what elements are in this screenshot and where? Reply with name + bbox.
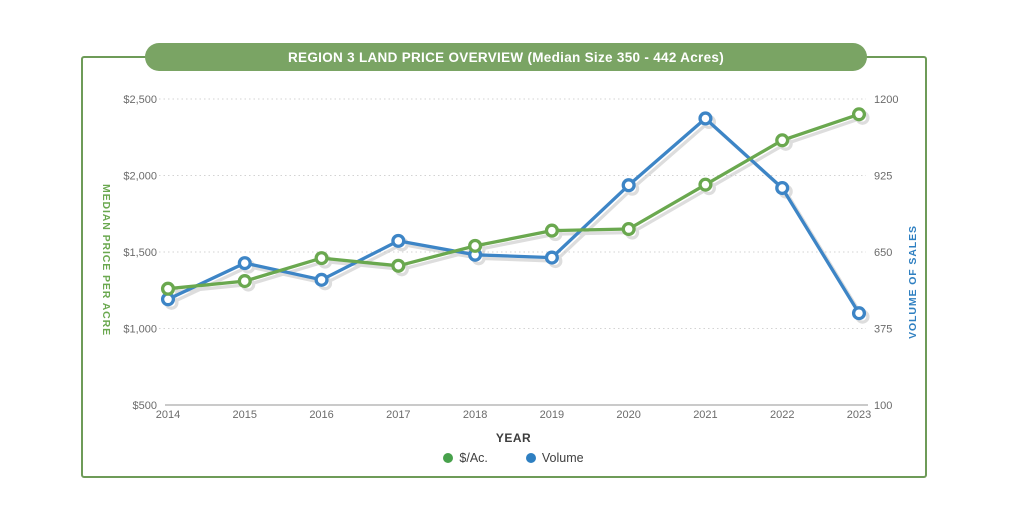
data-point-marker [391, 258, 406, 273]
x-axis-title: YEAR [495, 431, 532, 445]
data-point-marker [621, 222, 636, 237]
data-point-marker [698, 177, 713, 192]
x-axis-tick: 2019 [540, 409, 564, 421]
chart-title: REGION 3 LAND PRICE OVERVIEW (Median Siz… [287, 49, 725, 65]
right-axis-tick: 100 [874, 400, 892, 412]
price-series-dot-icon [443, 453, 454, 463]
chart-panel: $2,500 1200 $2,000 925 $1,500 650 $1,000 375 $50… [81, 56, 927, 478]
data-point-marker [698, 111, 713, 126]
right-axis-tick: 650 [874, 247, 892, 259]
right-axis-tick: 375 [874, 324, 892, 336]
data-point-marker [544, 223, 559, 238]
x-axis-tick: 2017 [386, 409, 410, 421]
left-axis-title: MEDIAN PRICE PER ACRE [100, 183, 112, 337]
x-axis-tick: 2015 [233, 409, 257, 421]
right-axis-title: VOLUME OF SALES [907, 225, 919, 339]
left-axis-tick: $1,000 [123, 324, 157, 336]
data-point-marker [237, 274, 252, 289]
data-point-marker [468, 238, 483, 253]
right-axis-tick: 925 [874, 171, 892, 183]
left-axis-tick: $500 [133, 400, 157, 412]
data-point-marker [314, 251, 329, 266]
gridlines: $2,500 1200 $2,000 925 $1,500 650 $1,000 375 $50… [123, 94, 898, 412]
legend-item-volume: Volume [525, 451, 584, 465]
x-axis-tick: 2021 [693, 409, 717, 421]
data-point-marker [391, 233, 406, 248]
line-shadows [164, 110, 870, 324]
left-axis-tick: $2,500 [123, 94, 157, 106]
data-point-marker [160, 281, 176, 296]
legend-item-price: $/Ac. [443, 451, 488, 465]
x-axis-tick: 2023 [847, 409, 871, 421]
x-axis-tick: 2014 [156, 409, 180, 421]
data-point-marker [314, 272, 329, 287]
data-point-marker [851, 306, 867, 321]
data-point-marker [775, 180, 790, 196]
left-axis-tick: $2,000 [123, 171, 157, 183]
legend-item-label: $/Ac. [459, 451, 488, 465]
x-axis-tick: 2018 [463, 409, 487, 421]
series-price-per-acre [160, 107, 867, 296]
data-point-marker [544, 250, 559, 265]
volume-series-dot-icon [525, 453, 536, 463]
line-chart: $2,500 1200 $2,000 925 $1,500 650 $1,000 375 $50… [123, 94, 898, 421]
x-axis-ticks: 2014 2015 2016 2017 2018 2019 2020 2021 2022 2023 [156, 409, 871, 421]
left-axis-tick: $1,500 [123, 247, 157, 259]
legend-item-label: Volume [541, 451, 584, 465]
x-axis-tick: 2020 [616, 409, 640, 421]
data-point-marker [621, 178, 636, 193]
x-axis-tick: 2022 [770, 409, 794, 421]
chart-legend: $/Ac. Volume [168, 451, 859, 465]
chart-title-banner: REGION 3 LAND PRICE OVERVIEW (Median Siz… [145, 43, 867, 71]
data-point-marker [775, 133, 790, 148]
data-point-marker [237, 256, 252, 271]
data-point-marker [851, 107, 867, 122]
x-axis-tick: 2016 [309, 409, 333, 421]
right-axis-tick: 1200 [874, 94, 898, 106]
series-volume [160, 111, 867, 321]
